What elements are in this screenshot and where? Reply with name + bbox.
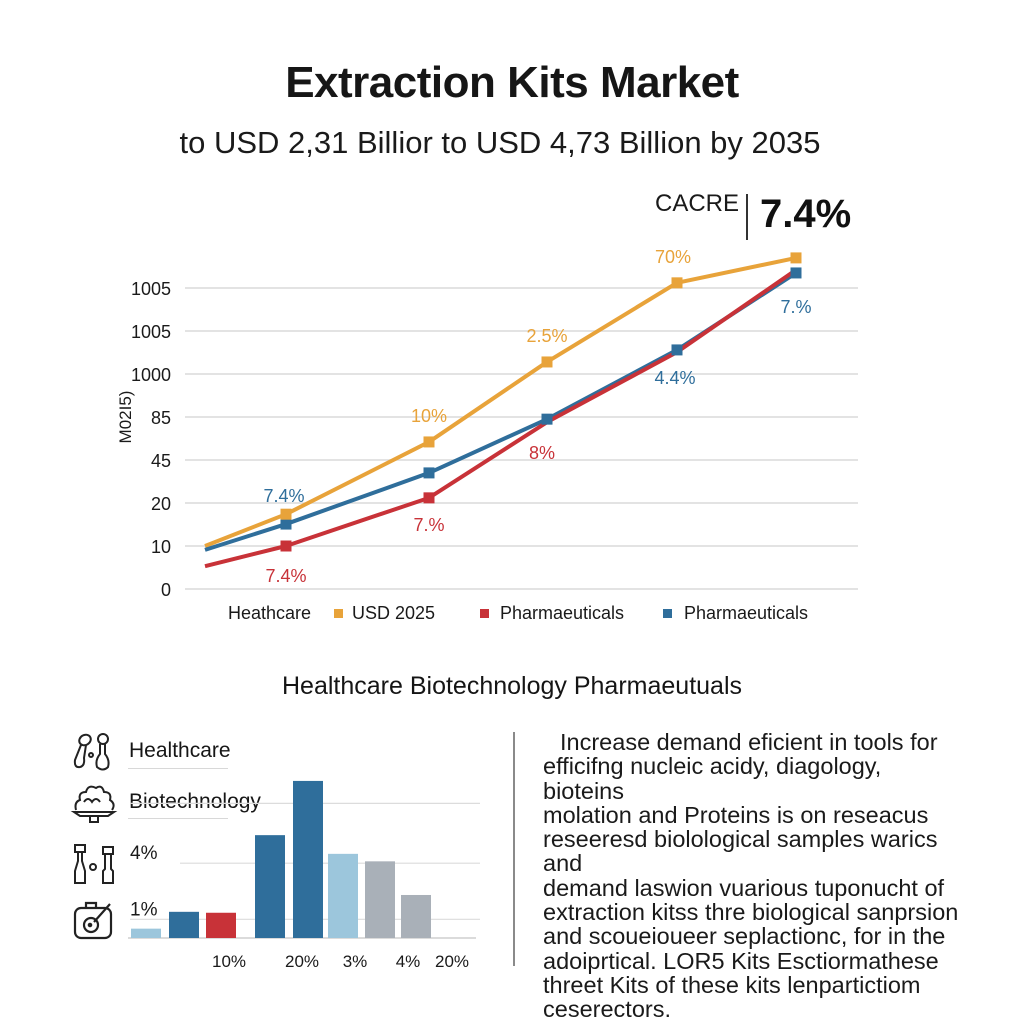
category-divider (128, 818, 228, 819)
section-title: Healthcare Biotechnology Pharmaeutuals (282, 672, 742, 700)
bar (401, 894, 431, 938)
y-tick-label: 4% (130, 843, 158, 864)
data-label: 70% (655, 247, 691, 267)
bar-chart-y-ticks: 1% 4% (130, 843, 158, 920)
x-tick-label: 10% (212, 952, 246, 971)
bar (169, 911, 199, 938)
cagr-divider (746, 194, 748, 240)
data-point-marker (671, 344, 683, 356)
line-chart-y-axis-label: M02I5) (116, 391, 135, 444)
legend-swatch-orange (334, 609, 343, 618)
legend-swatch-blue (663, 609, 672, 618)
description-text: Increase demand eficient in tools for eff… (543, 730, 963, 1022)
bar (365, 861, 395, 938)
data-label: 4.4% (654, 368, 695, 388)
line-chart-grid (185, 287, 858, 590)
data-label: 10% (411, 406, 447, 426)
data-label: 7.% (413, 515, 444, 535)
page-title: Extraction Kits Market (285, 58, 739, 107)
y-tick-label: 1000 (131, 365, 171, 385)
bar (206, 912, 236, 938)
data-label: 7.% (780, 297, 811, 317)
data-label: 2.5% (526, 326, 567, 346)
description-line: efficifng nucleic acidy, diagology, biot… (543, 753, 882, 804)
description-line: ceserectors. (543, 996, 671, 1023)
legend-swatch-red (480, 609, 489, 618)
bar (131, 928, 161, 938)
bar-chart-x-labels: 10% 20% 3% 4% 20% (212, 952, 469, 971)
x-tick-label: 4% (396, 952, 421, 971)
y-tick-label: 1005 (131, 322, 171, 342)
bar (293, 780, 323, 938)
lab-kit-icon (73, 901, 113, 940)
description-line: demand laswion vuarious tuponucht of (543, 874, 945, 901)
legend-item-usd-2025: USD 2025 (352, 603, 436, 623)
category-label-healthcare: Healthcare (129, 739, 231, 762)
description-line: adoiprtical. LOR5 Kits Esctiormathese (543, 947, 939, 974)
description-line: and scoueioueer seplactionc, for in the (543, 923, 946, 950)
description-line: molation and Proteins is on reseacus (543, 801, 929, 828)
bar-chart: 1% 4% 10% 20% 3% 4% 20% (128, 780, 480, 971)
y-tick-label: 1% (130, 899, 158, 920)
x-tick-label: 3% (343, 952, 368, 971)
legend-item-pharmaceuticals-red: Pharmaeuticals (500, 603, 625, 623)
legend-item-pharmaceuticals-blue: Pharmaeuticals (684, 603, 809, 623)
data-point-marker (280, 540, 292, 552)
data-point-marker (423, 492, 435, 504)
description-line: threet Kits of these kits lenpartictiom (543, 971, 921, 998)
molecule-icon (73, 733, 110, 771)
x-tick-label: 20% (285, 952, 319, 971)
test-tubes-icon (74, 844, 114, 884)
page-subtitle: to USD 2,31 Billior to USD 4,73 Billion … (179, 125, 821, 160)
data-point-marker (280, 508, 292, 520)
y-tick-label: 45 (151, 451, 171, 471)
bar-chart-bars (131, 780, 431, 938)
category-label-biotechnology: Biotechnology (129, 790, 261, 813)
description-line: extraction kitss thre biological sanprsi… (543, 899, 959, 926)
line-chart-data-labels: 7.4% 7.% 8% 7.4% 4.4% 7.% 10% 2.5% 70% (263, 247, 811, 586)
data-label: 8% (529, 443, 555, 463)
data-point-marker (790, 252, 802, 264)
section-divider (513, 732, 515, 966)
description-line: Increase demand eficient in tools for (560, 729, 938, 755)
bar (255, 835, 285, 938)
y-tick-label: 10 (151, 537, 171, 557)
data-point-marker (790, 267, 802, 279)
description-line: reseeresd biolological samples warics an… (543, 826, 938, 877)
y-tick-label: 0 (161, 580, 171, 600)
x-tick-label: 20% (435, 952, 469, 971)
cagr-value: 7.4% (760, 192, 852, 236)
series-line (204, 255, 797, 548)
y-tick-label: 20 (151, 494, 171, 514)
line-chart-y-ticks: 0 10 20 45 85 1000 1005 1005 (131, 279, 171, 600)
data-point-marker (423, 436, 435, 448)
data-point-marker (280, 518, 292, 530)
data-point-marker (541, 413, 553, 425)
cell-structure-icon (70, 785, 118, 823)
y-tick-label: 85 (151, 408, 171, 428)
y-tick-label: 1005 (131, 279, 171, 299)
series-line (204, 268, 798, 569)
cagr-label: CACRE (655, 190, 740, 217)
data-point-marker (671, 277, 683, 289)
data-label: 7.4% (263, 486, 304, 506)
data-point-marker (423, 467, 435, 479)
legend-item-healthcare: Heathcare (228, 603, 312, 623)
category-divider (128, 768, 228, 769)
line-chart-series (204, 252, 802, 569)
data-point-marker (541, 356, 553, 368)
bar (328, 853, 358, 938)
data-label: 7.4% (265, 566, 306, 586)
